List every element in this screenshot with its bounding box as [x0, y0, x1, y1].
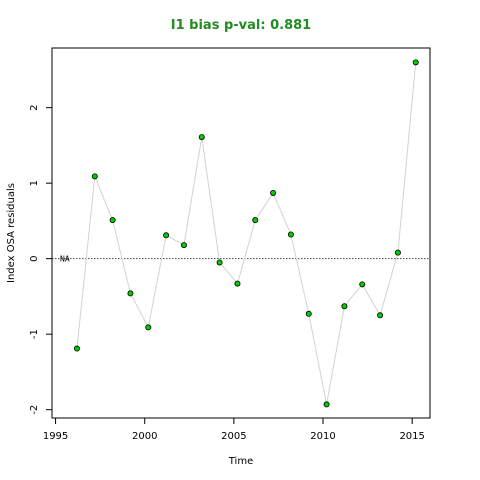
data-point — [198, 134, 205, 141]
plot-frame — [51, 47, 431, 419]
y-tick-label: -2 — [29, 405, 40, 415]
data-point — [341, 303, 348, 310]
x-tick-label: 1995 — [43, 431, 68, 442]
data-point — [323, 401, 330, 408]
data-point — [234, 280, 241, 287]
data-point — [216, 259, 223, 266]
data-point — [287, 231, 294, 238]
y-tick-label: -1 — [29, 329, 40, 339]
y-tick-label: 2 — [29, 104, 40, 110]
data-point — [305, 310, 312, 317]
data-point — [180, 242, 187, 249]
reference-label: NA — [60, 255, 70, 264]
x-tick-label: 2000 — [132, 431, 157, 442]
x-tick-label: 2010 — [310, 431, 335, 442]
y-tick-label: 0 — [29, 255, 40, 261]
data-point — [252, 217, 259, 224]
data-point — [127, 290, 134, 297]
data-point — [145, 324, 152, 331]
y-axis-label: Index OSA residuals — [6, 183, 17, 283]
chart-title: I1 bias p-val: 0.881 — [171, 18, 311, 33]
x-tick-label: 2005 — [221, 431, 246, 442]
data-point — [91, 173, 98, 180]
x-tick-label: 2015 — [399, 431, 424, 442]
data-point — [394, 249, 401, 256]
data-point — [73, 345, 80, 352]
data-point — [377, 312, 384, 319]
x-axis-label: Time — [228, 456, 253, 467]
plot-area: 1995 2000 2005 2010 2015 -2 -1 0 1 2 NA — [29, 59, 430, 442]
data-point — [359, 281, 366, 288]
data-point — [412, 59, 419, 66]
y-tick-label: 1 — [29, 180, 40, 186]
series-line — [76, 62, 417, 405]
data-point — [109, 217, 116, 224]
data-point — [270, 189, 277, 196]
data-point — [163, 232, 170, 239]
